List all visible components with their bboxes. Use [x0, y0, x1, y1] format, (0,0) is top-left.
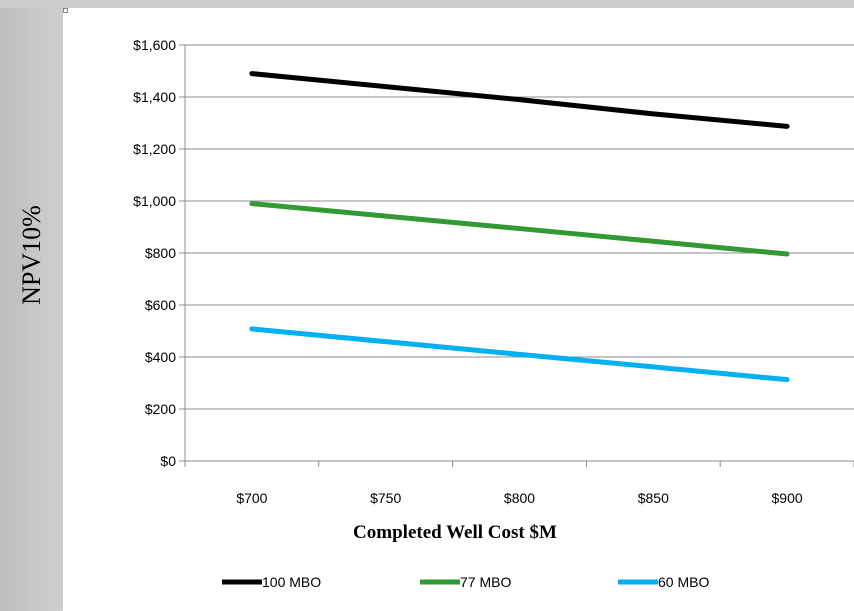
chart-panel	[63, 8, 854, 611]
x-tick-label: $700	[236, 490, 267, 506]
top-band	[0, 0, 854, 8]
x-axis-label: Completed Well Cost $M	[353, 522, 557, 543]
y-tick-label: $800	[145, 245, 176, 261]
series-line-60-mbo	[249, 326, 790, 383]
x-tick-label: $850	[638, 490, 669, 506]
series-line-100-mbo	[249, 71, 790, 129]
legend-label: 100 MBO	[262, 574, 321, 590]
y-tick-label: $1,000	[133, 193, 176, 209]
series-line-77-mbo	[249, 201, 790, 257]
legend-label: 60 MBO	[658, 574, 709, 590]
y-tick-label: $200	[145, 401, 176, 417]
x-tick-label: $900	[772, 490, 803, 506]
corner-handle	[63, 8, 68, 13]
y-tick-label: $1,200	[133, 141, 176, 157]
x-tick-label: $750	[370, 490, 401, 506]
y-tick-label: $0	[160, 453, 176, 469]
y-tick-label: $600	[145, 297, 176, 313]
x-tick-label: $800	[504, 490, 535, 506]
y-tick-label: $1,600	[133, 37, 176, 53]
legend-label: 77 MBO	[460, 574, 511, 590]
y-tick-label: $1,400	[133, 89, 176, 105]
y-tick-label: $400	[145, 349, 176, 365]
left-side-band	[0, 0, 63, 611]
